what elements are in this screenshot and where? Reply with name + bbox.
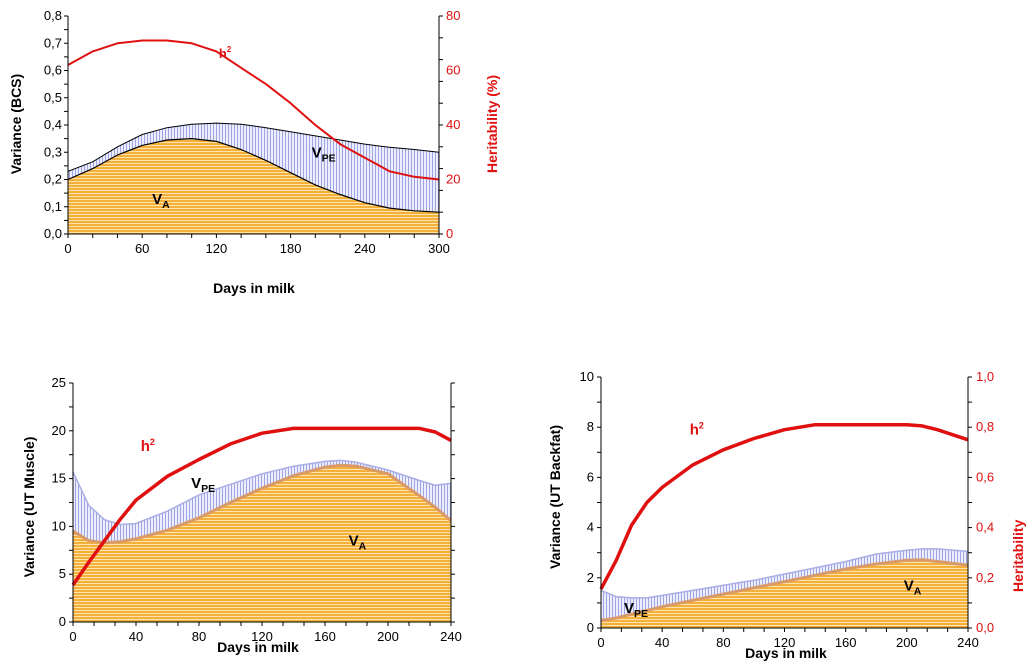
x-tick-label: 60 [135,241,149,256]
y-tick-label: 0,0 [44,226,62,241]
y2-tick-label: 0,6 [976,469,994,484]
y-tick-label: 2 [587,570,594,585]
x-tick-label: 240 [957,635,979,650]
h2-line [71,426,452,586]
x-tick-label: 200 [896,635,918,650]
y2-tick-label: 1,0 [976,369,994,384]
y-tick-label: 0,4 [44,117,62,132]
y-tick-label: 0,7 [44,35,62,50]
vpe-line [67,122,440,172]
x-tick-label: 40 [655,635,669,650]
x-tick-label: 120 [774,635,796,650]
va-line [600,558,969,622]
x-tick-label: 200 [377,629,399,644]
va-label: VA [349,533,367,553]
h2-label: h2 [219,45,232,61]
y-tick-label: 0,2 [44,172,62,187]
h2-line [599,422,969,590]
y2-tick-label: 20 [446,172,460,187]
chart-backfat: 0 40 80 120 160 200 240 0 2 4 6 8 10 0,0 0,2 0,4 0,6 0,8 1… [547,369,1026,661]
x-tick-label: 0 [64,241,71,256]
x-axis-title: Days in milk [213,280,295,296]
x-tick-label: 160 [314,629,336,644]
y-tick-label: 0 [587,620,594,635]
va-area [68,138,439,234]
x-tick-label: 40 [129,629,143,644]
y-tick-label: 5 [59,566,66,581]
y2-tick-label: 40 [446,117,460,132]
x-tick-label: 80 [716,635,730,650]
h2-label: h2 [141,437,155,455]
x-tick-label: 0 [597,635,604,650]
y-tick-label: 0,8 [44,8,62,23]
x-tick-label: 120 [251,629,273,644]
va-area [601,559,968,628]
y-tick-label: 4 [587,520,594,535]
va-label: VA [904,577,922,597]
va-label: VA [152,191,170,211]
y-tick-label: 25 [52,375,66,390]
y2-axis-title: Heritability (%) [484,75,500,173]
y2-tick-label: 0 [446,226,453,241]
vpe-label: VPE [191,475,215,495]
x-tick-label: 240 [354,241,376,256]
vpe-line [600,548,969,599]
y2-axis-title: Heritability [1010,519,1026,592]
y-tick-label: 6 [587,469,594,484]
x-axis-title: Days in milk [217,639,299,655]
x-axis-title: Days in milk [745,645,827,661]
y-axis-title: Variance (UT Backfat) [547,425,563,569]
vpe-label: VPE [312,145,336,165]
y-tick-label: 20 [52,423,66,438]
chart-muscle: 0 40 80 120 160 200 240 0 5 10 15 20 25 Days in milk… [21,375,462,655]
y2-tick-label: 0,2 [976,570,994,585]
vpe-area [68,123,439,213]
y-axis-title: Variance (UT Muscle) [21,437,37,578]
y-tick-label: 0,1 [44,199,62,214]
x-tick-label: 0 [69,629,76,644]
va-area [73,465,451,622]
y2-tick-label: 0,0 [976,620,994,635]
y2-tick-label: 0,8 [976,419,994,434]
x-tick-label: 240 [440,629,462,644]
va-line [72,463,452,545]
y-tick-label: 0,3 [44,144,62,159]
h2-line [67,39,440,181]
y-tick-label: 10 [580,369,594,384]
y-tick-label: 0,6 [44,63,62,78]
y2-tick-label: 0,4 [976,520,994,535]
y-tick-label: 10 [52,518,66,533]
h2-label: h2 [690,421,704,439]
y-tick-label: 15 [52,471,66,486]
x-tick-label: 160 [835,635,857,650]
y2-tick-label: 80 [446,8,460,23]
x-tick-label: 80 [192,629,206,644]
y2-tick-label: 60 [446,63,460,78]
y-tick-label: 0,5 [44,90,62,105]
vpe-line [72,459,452,526]
vpe-label: VPE [624,600,648,620]
x-tick-label: 120 [206,241,228,256]
vpe-area [601,548,968,621]
y-axis-title: Variance (BCS) [8,74,24,174]
va-line [67,137,440,213]
vpe-area [73,460,451,543]
chart-bcs: 0 60 120 180 240 300 0,0 0,1 0,2 0,3 0,4 0,5 0,6 0,7 0… [8,8,500,296]
x-tick-label: 180 [280,241,302,256]
y-tick-label: 0 [59,614,66,629]
x-tick-label: 300 [428,241,450,256]
y-tick-label: 8 [587,419,594,434]
